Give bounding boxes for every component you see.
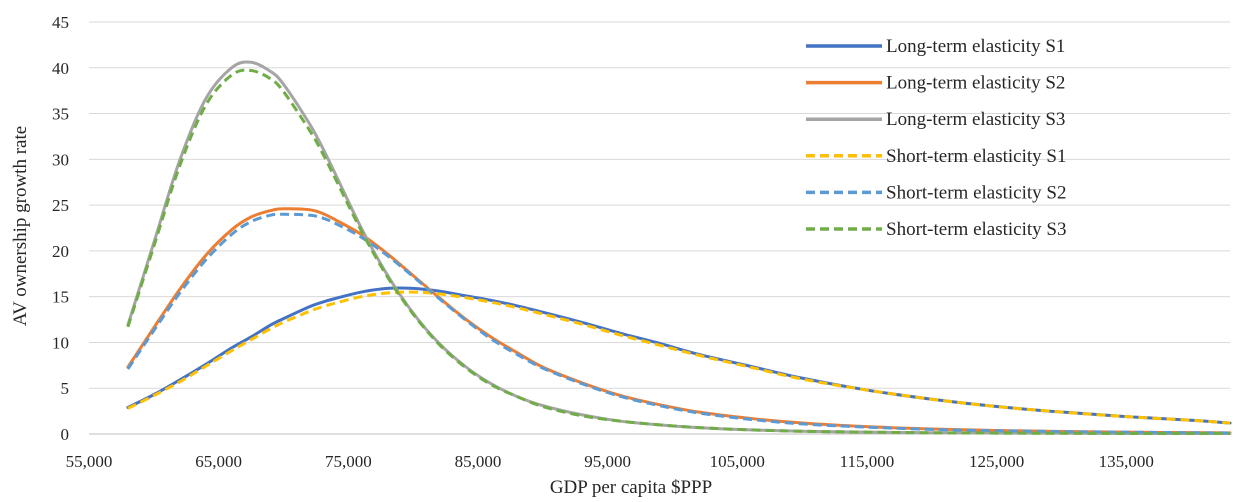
x-tick-label: 65,000 [195,452,242,471]
series-line-1 [126,286,1232,425]
y-tick-label: 25 [52,196,69,215]
legend-label-5: Short-term elasticity S2 [886,182,1066,203]
y-tick-label: 20 [52,242,69,261]
x-axis-title: GDP per capita $PPP [550,477,712,497]
series-line-6 [126,68,1231,436]
x-tick-labels: 55,000 65,000 75,000 85,000 95,000 105,000 115… [66,452,1154,471]
y-tick-label: 5 [61,379,70,398]
y-tick-label: 15 [52,288,69,307]
legend-label-3: Long-term elasticity S3 [886,109,1065,130]
y-tick-label: 30 [52,150,69,169]
x-tick-label: 135,000 [1099,452,1154,471]
x-tick-label: 55,000 [66,452,113,471]
y-tick-label: 45 [52,13,69,32]
x-tick-label: 85,000 [455,452,502,471]
series-line-3 [126,60,1232,436]
y-axis-title: AV ownership growth rate [10,126,31,326]
gridlines [89,21,1230,435]
series-line-5 [126,212,1231,435]
x-tick-label: 95,000 [584,452,631,471]
y-tick-label: 35 [52,105,69,124]
legend: Long-term elasticity S1 Long-term elastic… [806,36,1066,240]
series-lines [126,60,1232,436]
legend-label-2: Long-term elasticity S2 [886,73,1065,94]
y-tick-labels: 0 5 10 15 20 25 30 35 40 45 [52,13,69,444]
legend-label-4: Short-term elasticity S1 [886,146,1066,167]
y-tick-label: 0 [61,425,70,444]
x-tick-label: 75,000 [325,452,372,471]
x-tick-label: 115,000 [840,452,895,471]
y-tick-label: 40 [52,59,69,78]
x-tick-label: 125,000 [969,452,1024,471]
legend-label-6: Short-term elasticity S3 [886,219,1066,240]
series-line-2 [126,207,1232,435]
y-tick-label: 10 [52,333,69,352]
x-tick-label: 105,000 [710,452,765,471]
series-line-4 [127,290,1231,425]
legend-label-1: Long-term elasticity S1 [886,36,1065,57]
